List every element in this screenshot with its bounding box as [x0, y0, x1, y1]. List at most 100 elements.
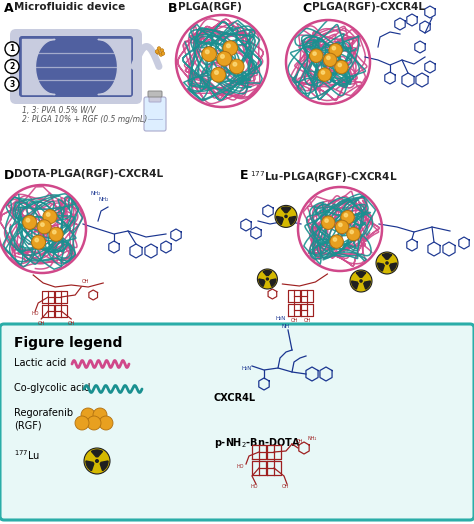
Circle shape [336, 220, 349, 234]
Circle shape [41, 223, 44, 226]
Text: OH: OH [291, 318, 298, 323]
Polygon shape [364, 281, 370, 289]
Circle shape [275, 205, 297, 227]
Circle shape [43, 210, 57, 224]
Circle shape [23, 215, 36, 230]
Polygon shape [91, 450, 102, 458]
Circle shape [346, 227, 360, 241]
Polygon shape [378, 263, 384, 271]
FancyBboxPatch shape [0, 324, 474, 520]
FancyBboxPatch shape [149, 93, 161, 102]
Text: PLGA(RGF)-CXCR4L: PLGA(RGF)-CXCR4L [312, 2, 425, 12]
Circle shape [299, 188, 382, 270]
FancyBboxPatch shape [10, 29, 142, 104]
Polygon shape [270, 279, 276, 286]
Polygon shape [383, 254, 392, 260]
Text: Co-glycolic acid: Co-glycolic acid [14, 383, 91, 393]
Text: HO: HO [250, 484, 258, 489]
Circle shape [161, 52, 165, 56]
Text: OH: OH [67, 321, 75, 326]
Circle shape [215, 71, 219, 74]
Polygon shape [277, 216, 283, 224]
Circle shape [298, 187, 382, 271]
Circle shape [285, 215, 287, 217]
Text: 1: 1 [9, 45, 15, 53]
Circle shape [333, 238, 337, 241]
Circle shape [265, 277, 270, 281]
Circle shape [0, 185, 86, 273]
FancyBboxPatch shape [19, 36, 133, 97]
Circle shape [233, 62, 237, 66]
Circle shape [286, 20, 370, 104]
Circle shape [5, 60, 19, 73]
Polygon shape [288, 216, 295, 224]
Text: D: D [4, 169, 14, 182]
Circle shape [384, 260, 390, 266]
Text: Regorafenib: Regorafenib [14, 408, 73, 418]
Circle shape [341, 211, 354, 224]
Circle shape [26, 219, 30, 222]
Circle shape [350, 270, 372, 292]
Text: OH: OH [82, 279, 89, 284]
Circle shape [223, 41, 237, 56]
Circle shape [360, 280, 362, 282]
Text: (RGF): (RGF) [14, 420, 42, 430]
Text: $^{177}$Lu-PLGA(RGF)-CXCR4L: $^{177}$Lu-PLGA(RGF)-CXCR4L [250, 169, 397, 185]
Circle shape [37, 220, 51, 234]
Text: $^{177}$Lu: $^{177}$Lu [14, 448, 40, 462]
Circle shape [53, 231, 56, 234]
Circle shape [217, 51, 232, 66]
Circle shape [202, 47, 217, 61]
Circle shape [335, 60, 348, 74]
Circle shape [159, 53, 163, 56]
Circle shape [5, 77, 19, 91]
Circle shape [321, 216, 335, 230]
Text: 2: PLGA 10% + RGF (0.5 mg/mL): 2: PLGA 10% + RGF (0.5 mg/mL) [22, 115, 147, 124]
Polygon shape [259, 279, 265, 286]
Polygon shape [100, 461, 108, 471]
Circle shape [266, 278, 268, 280]
Circle shape [211, 68, 226, 82]
Circle shape [332, 47, 336, 50]
Circle shape [156, 51, 160, 54]
Circle shape [157, 47, 161, 50]
Circle shape [46, 213, 50, 216]
Text: CXCR4L: CXCR4L [214, 393, 256, 403]
Circle shape [99, 416, 113, 430]
Text: NH₂: NH₂ [99, 197, 109, 202]
Circle shape [205, 50, 209, 53]
Text: NH₂: NH₂ [308, 436, 318, 441]
Text: H₂N: H₂N [276, 316, 286, 321]
Circle shape [358, 279, 364, 283]
Circle shape [93, 408, 107, 422]
Circle shape [160, 49, 164, 52]
Circle shape [327, 56, 330, 60]
Circle shape [49, 227, 63, 242]
Circle shape [5, 42, 19, 56]
Text: 2: 2 [9, 62, 15, 71]
Circle shape [0, 185, 86, 272]
Text: NH₂: NH₂ [91, 191, 101, 196]
Polygon shape [263, 270, 272, 277]
Text: Figure legend: Figure legend [14, 336, 122, 350]
Polygon shape [86, 461, 94, 471]
Text: p-NH$_2$-Bn-DOTA: p-NH$_2$-Bn-DOTA [214, 436, 301, 450]
Text: OH: OH [296, 439, 303, 444]
Text: Lactic acid: Lactic acid [14, 358, 66, 368]
Circle shape [338, 63, 341, 67]
Text: HO: HO [237, 464, 244, 469]
Circle shape [330, 235, 343, 248]
Circle shape [310, 49, 323, 62]
Circle shape [96, 460, 98, 462]
Circle shape [176, 16, 267, 106]
Circle shape [31, 235, 46, 249]
FancyBboxPatch shape [148, 91, 162, 97]
Text: OH: OH [37, 321, 45, 326]
Text: HO: HO [31, 311, 39, 316]
FancyBboxPatch shape [144, 97, 166, 131]
Circle shape [35, 238, 38, 242]
Circle shape [75, 416, 89, 430]
Circle shape [229, 59, 244, 74]
Text: C: C [302, 2, 311, 15]
Circle shape [344, 213, 347, 217]
